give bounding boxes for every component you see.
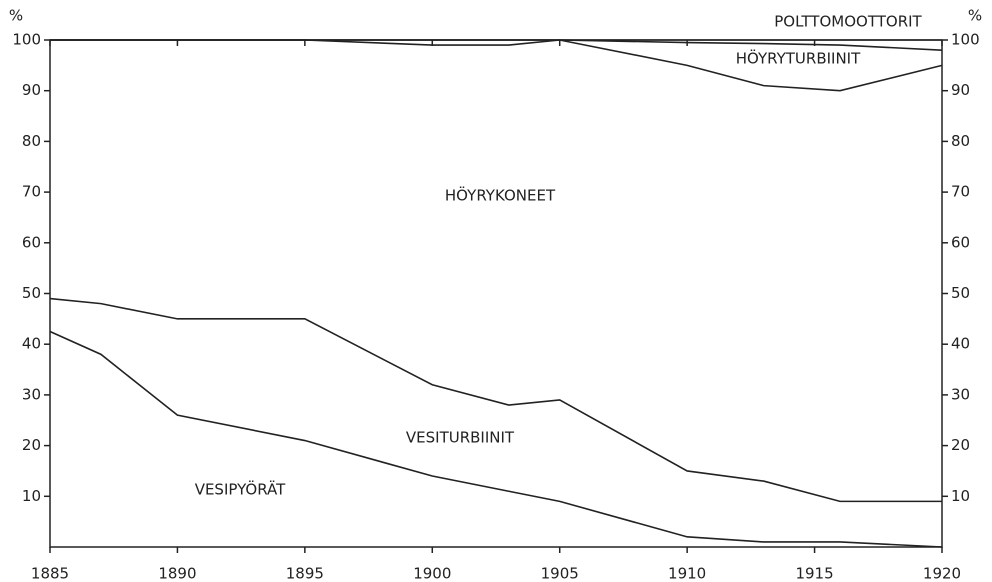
plot-frame (49, 39, 943, 548)
y-tick-label: 50 (22, 284, 41, 302)
series-label: VESITURBIINIT (406, 429, 515, 447)
y2-axis-label: % (968, 7, 982, 25)
y2-tick-label: 100 (951, 31, 980, 49)
x-tick-label: 1905 (541, 565, 579, 582)
series-label: POLTTOMOOTTORIT (774, 13, 922, 31)
x-tick-label: 1895 (286, 565, 324, 582)
y2-tick-label: 50 (951, 284, 970, 302)
y-tick-label: 10 (22, 487, 41, 505)
x-tick-label: 1915 (795, 565, 833, 582)
x-tick-label: 1900 (413, 565, 451, 582)
y2-tick-label: 20 (951, 436, 970, 454)
series-line (49, 330, 943, 548)
x-tick-label: 1920 (923, 565, 961, 582)
y2-tick-label: 80 (951, 132, 970, 150)
y-tick-label: 20 (22, 436, 41, 454)
x-tick-label: 1910 (668, 565, 706, 582)
y2-tick-label: 70 (951, 183, 970, 201)
x-tick-label: 1885 (31, 565, 69, 582)
y-tick-label: 90 (22, 81, 41, 99)
y-axis-label: % (9, 7, 23, 25)
y-tick-label: 30 (22, 385, 41, 403)
series-label: VESIPYÖRÄT (195, 480, 286, 499)
y-tick-label: 40 (22, 335, 41, 353)
series-line (49, 297, 942, 503)
y-tick-label: 80 (22, 132, 41, 150)
y2-tick-label: 40 (951, 335, 970, 353)
series-label: HÖYRYTURBIINIT (736, 49, 861, 68)
series-label: HÖYRYKONEET (445, 186, 556, 205)
y2-tick-label: 30 (951, 385, 970, 403)
y-tick-label: 100 (12, 31, 41, 49)
y2-tick-label: 90 (951, 81, 970, 99)
y2-tick-label: 60 (951, 233, 970, 251)
y-tick-label: 60 (22, 233, 41, 251)
y-tick-label: 70 (22, 183, 41, 201)
x-tick-label: 1890 (158, 565, 196, 582)
y2-tick-label: 10 (951, 487, 970, 505)
